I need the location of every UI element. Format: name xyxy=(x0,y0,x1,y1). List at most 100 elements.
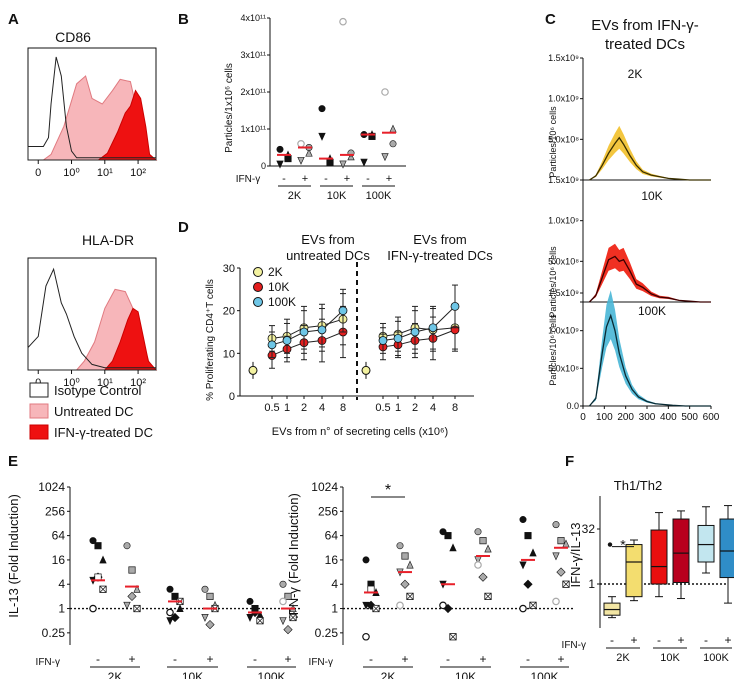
e-data-point xyxy=(133,584,141,593)
c-ytick-label: 1.0x10⁹ xyxy=(548,94,579,104)
histogram-tick-label: 10² xyxy=(130,167,146,179)
c-ytick-label: 5.0x10⁸ xyxy=(548,363,579,373)
c-mean-line-100K xyxy=(588,313,711,407)
e-data-point xyxy=(396,542,404,550)
e-data-point xyxy=(205,619,215,630)
c-xtick-label: 500 xyxy=(681,412,698,423)
e-data-point-x xyxy=(406,592,414,600)
d-point-100K xyxy=(410,327,420,337)
e-data-point xyxy=(284,592,292,600)
e-ifn-sign: - xyxy=(446,652,450,666)
b-ifn-sign: - xyxy=(366,173,370,185)
e-ytick-label: 0.25 xyxy=(315,626,339,640)
b-group-label: 10K xyxy=(327,190,347,202)
e-right-ylabel: IFN-γ (Fold Induction) xyxy=(286,493,301,619)
d-legend-label-10K: 10K xyxy=(268,280,289,294)
e-data-point xyxy=(479,537,487,545)
histogram-tick-label: 10¹ xyxy=(97,377,113,389)
legend-swatch-untreated xyxy=(29,403,49,419)
e-data-point xyxy=(201,613,209,622)
d-point-100K xyxy=(317,325,327,335)
e-ytick-label: 0.25 xyxy=(42,626,66,640)
e-group-label: 10K xyxy=(182,670,203,679)
e-ifn-sign: - xyxy=(369,652,373,666)
histogram-tick-label: 10² xyxy=(130,377,146,389)
histogram-tick-label: 10⁰ xyxy=(63,167,80,179)
histogram-title-cd86: CD86 xyxy=(55,29,91,45)
d-baseline-point xyxy=(361,365,371,375)
e-data-point xyxy=(552,521,560,529)
b-ifn-sign: + xyxy=(386,173,392,185)
f-group-label: 2K xyxy=(616,652,630,664)
e-data-point xyxy=(166,608,174,617)
c-ylabel-3: Particles/10⁶ cells xyxy=(548,314,558,386)
d-point-100K xyxy=(299,327,309,337)
e-ytick-label: 1 xyxy=(331,602,338,616)
e-data-point xyxy=(552,552,560,561)
f-ifn-sign: - xyxy=(657,633,661,647)
d-ytick-label: 30 xyxy=(223,263,235,275)
e-data-point-x xyxy=(372,605,380,612)
f-ifn-sign: + xyxy=(677,633,684,647)
e-data-point xyxy=(283,625,293,635)
b-data-point xyxy=(339,17,347,26)
b-ifn-sign: - xyxy=(324,173,328,185)
e-data-point xyxy=(166,585,174,593)
e-data-point xyxy=(552,597,560,606)
panel-f-plot: 32 1 * IFN-γ - + - + - +2K 10K 100K xyxy=(562,496,734,664)
e-ifn-sign: + xyxy=(206,652,213,666)
b-group-label: 2K xyxy=(288,190,302,202)
e-data-point xyxy=(366,600,376,610)
b-ifn-sign: - xyxy=(282,173,286,185)
f-box xyxy=(650,529,668,585)
e-data-point xyxy=(449,543,457,552)
c-ytick-label: 5.0x10⁸ xyxy=(548,134,579,144)
e-ytick-label: 16 xyxy=(325,553,339,567)
e-group-label: 10K xyxy=(455,670,476,679)
d-point-100K xyxy=(338,306,348,316)
b-ifn-label: IFN-γ xyxy=(236,174,260,185)
b-data-point xyxy=(318,132,326,141)
e-sig-star: * xyxy=(385,482,391,499)
e-data-point-x xyxy=(449,633,457,641)
c-subplot-label-100K: 100K xyxy=(638,304,666,318)
d-point-100K xyxy=(428,323,438,333)
legend-swatch-ifn xyxy=(29,424,49,440)
f-box xyxy=(697,524,715,563)
b-ifn-sign: + xyxy=(302,173,308,185)
e-data-point xyxy=(556,567,566,577)
d-left-title-2: untreated DCs xyxy=(286,248,370,263)
d-point-100K xyxy=(282,336,292,345)
b-data-point xyxy=(297,140,305,148)
b-ytick-label: 0 xyxy=(261,161,266,171)
e-data-point xyxy=(279,597,287,606)
e-data-point xyxy=(474,561,482,569)
b-ifn-sign: + xyxy=(344,173,350,185)
e-ytick-label: 1024 xyxy=(38,480,65,494)
panel-label-e: E xyxy=(8,453,18,470)
panel-e-il13-plot: 1024 256 64 16 4 1 0.25 IFN-γ - + - + - +2K 10K 100K xyxy=(36,480,302,679)
panel-label-a: A xyxy=(8,11,19,28)
e-data-point xyxy=(439,601,447,610)
d-legend-marker-2K xyxy=(253,267,263,277)
e-ytick-label: 64 xyxy=(52,529,66,543)
e-data-point xyxy=(444,532,452,540)
d-left-title-1: EVs from xyxy=(301,232,354,247)
b-data-point xyxy=(381,88,389,96)
c-ytick-label: 1.5x10⁹ xyxy=(548,175,579,185)
e-data-point xyxy=(89,604,97,613)
e-ifn-sign: - xyxy=(526,652,530,666)
f-group-label: 100K xyxy=(703,652,729,664)
e-ifn-sign: + xyxy=(128,652,135,666)
b-data-point xyxy=(305,148,313,157)
e-data-point-x xyxy=(99,585,107,593)
e-ifn-label: IFN-γ xyxy=(309,657,333,668)
c-mean-line-10K xyxy=(588,255,711,303)
b-data-point xyxy=(339,160,347,169)
legend-label-untreated: Untreated DC xyxy=(54,404,133,419)
e-data-point xyxy=(557,537,565,545)
e-data-point xyxy=(166,617,174,626)
e-data-point xyxy=(400,579,410,589)
c-ylabel-2: Particles/10⁶ cells xyxy=(548,246,558,318)
